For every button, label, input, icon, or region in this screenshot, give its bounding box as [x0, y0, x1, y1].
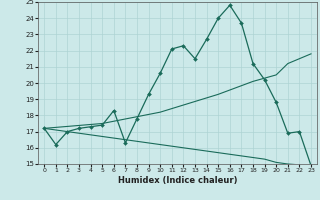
X-axis label: Humidex (Indice chaleur): Humidex (Indice chaleur) — [118, 176, 237, 185]
